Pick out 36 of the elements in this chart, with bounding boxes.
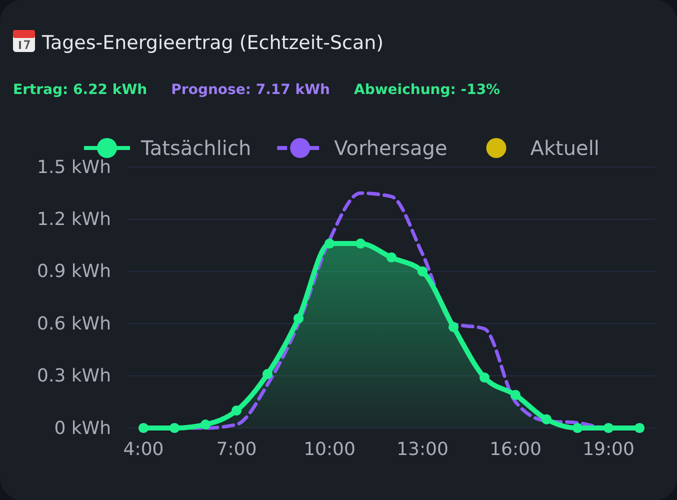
point — [355, 238, 366, 249]
x-tick-label: 19:00 — [582, 439, 634, 460]
x-tick-label: 10:00 — [304, 439, 356, 460]
y-tick-label: 1.5 kWh — [37, 156, 111, 178]
point — [200, 419, 211, 430]
point — [386, 252, 397, 263]
point — [169, 422, 180, 434]
point — [541, 414, 552, 424]
y-tick-label: 0 kWh — [54, 418, 111, 439]
point — [572, 422, 583, 434]
x-tick-label: 16:00 — [490, 439, 542, 460]
point — [262, 369, 273, 380]
chart-title: Tages-Energieertrag (Echtzeit-Scan) — [41, 32, 384, 54]
y-tick-label: 0.3 kWh — [37, 366, 111, 387]
y-tick-label: 0.6 kWh — [37, 313, 111, 334]
y-tick-label: 0.9 kWh — [37, 261, 111, 282]
x-tick-label: 4:00 — [123, 439, 164, 460]
point — [417, 266, 428, 276]
point — [603, 422, 614, 434]
point — [138, 422, 149, 434]
legend-label: Tatsächlich — [140, 136, 252, 160]
point — [324, 238, 335, 249]
text: Abweichung: -13% — [354, 82, 500, 98]
point — [634, 422, 645, 434]
y-tick-label: 1.2 kWh — [37, 208, 111, 230]
legend-label: Aktuell — [530, 136, 600, 160]
point — [448, 322, 459, 332]
text: Ertrag: 6.22 kWh — [13, 82, 148, 98]
point — [293, 313, 304, 324]
point — [479, 372, 490, 383]
legend-label: Vorhersage — [334, 136, 448, 160]
text: Prognose: 7.17 kWh — [171, 82, 330, 98]
x-tick-label: 7:00 — [216, 439, 257, 460]
point — [510, 390, 521, 400]
point — [231, 406, 242, 416]
x-tick-label: 13:00 — [396, 439, 448, 460]
